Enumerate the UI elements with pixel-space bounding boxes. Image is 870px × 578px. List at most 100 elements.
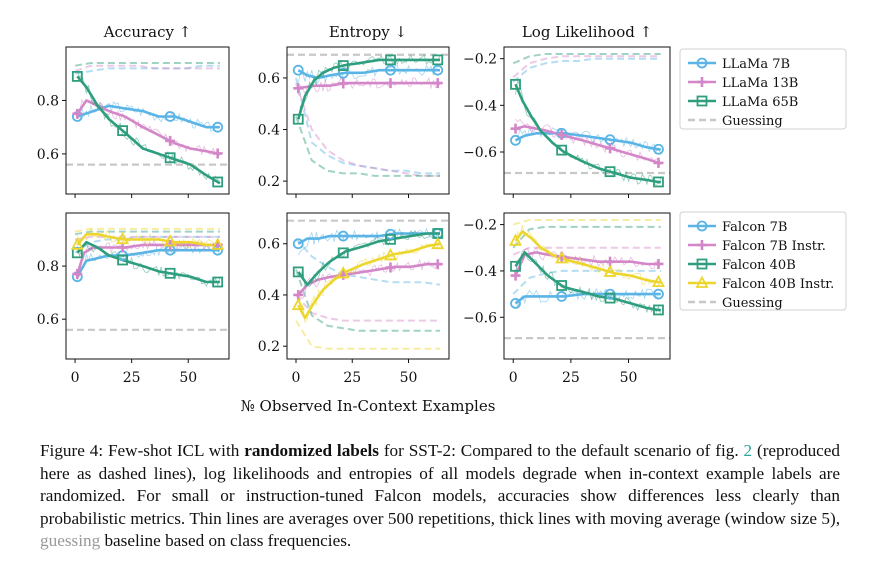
square-marker bbox=[653, 304, 664, 316]
y-tick-label: 0.6 bbox=[37, 312, 59, 328]
triangle-marker bbox=[211, 237, 225, 250]
triangle-marker bbox=[336, 266, 350, 279]
triangle-marker bbox=[70, 237, 84, 250]
raw-average-line bbox=[297, 243, 441, 324]
circle-marker bbox=[510, 297, 521, 309]
square-marker bbox=[556, 280, 568, 291]
raw-average-line bbox=[515, 225, 662, 286]
circle-marker bbox=[292, 238, 304, 250]
circle-marker bbox=[432, 64, 444, 76]
y-tick-label: 0.4 bbox=[258, 288, 280, 304]
x-tick-label: 25 bbox=[343, 370, 361, 386]
x-tick-label: 25 bbox=[562, 370, 580, 386]
panel-llama-accuracy: 0.6 0.8 bbox=[37, 46, 230, 198]
smoothed-series-line bbox=[297, 58, 441, 120]
y-tick-label: −0.6 bbox=[463, 145, 497, 161]
smoothed-series-line bbox=[514, 251, 662, 312]
square-marker bbox=[337, 247, 349, 259]
y-tick-label: −0.2 bbox=[463, 218, 497, 234]
legend-label: Falcon 40B Instr. bbox=[722, 277, 834, 292]
caption-text: Figure 4: Few-shot ICL with bbox=[40, 441, 245, 460]
circle-marker bbox=[385, 64, 396, 76]
legend-label: Falcon 7B bbox=[722, 220, 787, 235]
smoothed-series-line bbox=[297, 262, 441, 296]
triangle-marker bbox=[116, 231, 130, 245]
plus-marker bbox=[117, 242, 128, 253]
x-tick-label: 0 bbox=[509, 370, 518, 386]
square-marker bbox=[604, 292, 616, 304]
square-marker bbox=[510, 260, 521, 272]
figure-reference-link[interactable]: 2 bbox=[743, 441, 753, 460]
triangle-marker bbox=[603, 264, 617, 277]
circle-marker bbox=[653, 143, 664, 155]
circle-marker bbox=[164, 111, 176, 122]
square-marker bbox=[212, 276, 224, 288]
plus-marker bbox=[72, 269, 83, 280]
triangle-marker bbox=[163, 234, 177, 247]
caption-text: (reproduced here as dashed lines), log l… bbox=[40, 441, 841, 528]
square-marker bbox=[432, 54, 444, 66]
x-tick-label: 50 bbox=[179, 370, 197, 386]
smoothed-series-line bbox=[514, 251, 661, 277]
reference-dashed-line bbox=[512, 219, 661, 226]
axes-frame bbox=[65, 46, 230, 195]
reference-dashed-line bbox=[74, 227, 220, 233]
figure-caption: Figure 4: Few-shot ICL with randomized l… bbox=[40, 440, 840, 553]
reference-dashed-line bbox=[295, 116, 440, 177]
y-tick-label: −0.6 bbox=[463, 310, 497, 326]
panel-llama-entropy: 0.2 0.4 0.6 bbox=[258, 46, 450, 198]
caption-text: for SST-2: Compared to the default scena… bbox=[378, 441, 744, 460]
figure-canvas: 0.60.80.20.40.6−0.2−0.4−0.60.60.80 25 500.… bbox=[37, 23, 847, 415]
plus-marker bbox=[605, 143, 616, 154]
column-title: Accuracy ↑ bbox=[103, 23, 192, 41]
smoothed-series-line bbox=[515, 132, 662, 151]
legend-box bbox=[679, 48, 847, 130]
circle-marker bbox=[510, 134, 521, 146]
triangle-marker bbox=[695, 275, 709, 288]
legend-label: LLaMa 13B bbox=[722, 76, 798, 91]
triangle-marker bbox=[431, 236, 445, 250]
x-tick-label: 25 bbox=[123, 370, 141, 386]
plus-marker bbox=[212, 148, 223, 159]
y-tick-label: −0.2 bbox=[463, 52, 497, 68]
smoothed-series-line bbox=[297, 232, 441, 287]
reference-dashed-line bbox=[74, 64, 220, 75]
square-marker bbox=[510, 78, 521, 90]
legend-box bbox=[679, 211, 847, 311]
x-tick-label: 0 bbox=[292, 370, 301, 386]
square-marker bbox=[653, 176, 664, 188]
plus-marker bbox=[165, 135, 176, 146]
axes-frame bbox=[286, 46, 450, 195]
caption-text: baseline based on class frequencies. bbox=[100, 531, 352, 550]
column-title: Log Likelihood ↑ bbox=[522, 23, 652, 41]
circle-marker bbox=[653, 288, 664, 300]
plot-area bbox=[66, 62, 229, 185]
reference-dashed-line bbox=[512, 269, 661, 295]
circle-marker bbox=[696, 57, 708, 69]
square-marker bbox=[385, 233, 396, 245]
square-marker bbox=[556, 144, 568, 156]
smoothed-series-line bbox=[514, 83, 662, 184]
legend-label: Guessing bbox=[722, 296, 783, 311]
legend-label: Falcon 40B bbox=[722, 258, 796, 273]
smoothed-series-line bbox=[76, 232, 221, 247]
raw-average-line bbox=[515, 250, 662, 316]
square-marker bbox=[164, 267, 176, 279]
reference-dashed-line bbox=[74, 230, 220, 236]
reference-dashed-line bbox=[295, 269, 440, 332]
square-marker bbox=[117, 254, 128, 266]
reference-dashed-line bbox=[74, 62, 220, 67]
plus-marker bbox=[385, 262, 396, 273]
plus-marker bbox=[432, 259, 443, 270]
plot-area bbox=[287, 53, 449, 177]
smoothed-series-line bbox=[76, 99, 221, 156]
legend-label: LLaMa 7B bbox=[722, 57, 790, 72]
circle-marker bbox=[292, 64, 304, 76]
axes-frame bbox=[65, 212, 230, 360]
triangle-marker bbox=[291, 297, 305, 311]
y-tick-label: −0.4 bbox=[463, 264, 497, 280]
axes-frame bbox=[286, 212, 450, 360]
reference-dashed-line bbox=[512, 53, 661, 65]
square-marker bbox=[292, 266, 304, 278]
legend-label: Guessing bbox=[722, 114, 783, 129]
